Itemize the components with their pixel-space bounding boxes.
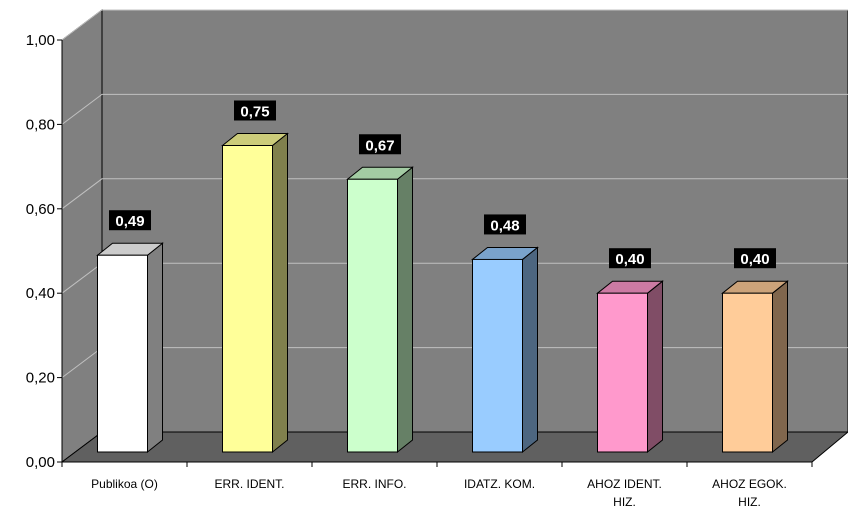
bar-front — [722, 292, 773, 453]
x-tick-label-line: HIZ. — [738, 495, 761, 509]
data-label: 0,48 — [484, 214, 526, 235]
bar — [221, 132, 289, 454]
data-label-text: 0,48 — [490, 217, 519, 234]
data-label-bg — [484, 214, 526, 235]
x-tick-label-line: IDATZ. KOM. — [464, 477, 535, 491]
data-label: 0,40 — [609, 248, 651, 269]
x-tick-label: ERR. INFO. — [342, 477, 406, 491]
y-tick-label: 0,20 — [26, 370, 55, 387]
x-tick-label-line: HIZ. — [613, 495, 636, 509]
data-label-bg — [359, 134, 401, 155]
x-tick-label: AHOZ EGOK. HIZ. — [712, 477, 787, 509]
data-label-bg — [609, 248, 651, 269]
x-tick-label-line: ERR. INFO. — [342, 477, 406, 491]
data-label: 0,49 — [109, 210, 151, 231]
x-tick-label-line: ERR. IDENT. — [214, 477, 284, 491]
data-label-text: 0,40 — [740, 251, 769, 268]
gridline — [61, 93, 848, 125]
y-tick-label: 1,00 — [26, 32, 55, 49]
bar-side — [647, 280, 663, 454]
y-axis: 0,00 0,20 0,40 0,60 0,80 1,00 — [26, 32, 813, 471]
bar-front — [472, 258, 523, 453]
data-label: 0,40 — [734, 248, 776, 269]
x-tick-label: ERR. IDENT. — [214, 477, 284, 491]
x-tick-label-line: AHOZ IDENT. — [587, 477, 662, 491]
bar — [346, 166, 414, 454]
bar-side — [272, 132, 288, 454]
x-tick-label-line: AHOZ EGOK. — [712, 477, 787, 491]
bar-side — [147, 242, 163, 454]
x-tick-label-line: Publikoa (O) — [91, 477, 158, 491]
bar-front — [347, 178, 398, 453]
gridline — [61, 9, 848, 41]
data-label-bg — [234, 100, 276, 121]
bar-front — [222, 145, 273, 453]
y-tick-label: 0,60 — [26, 201, 55, 218]
data-label: 0,75 — [234, 100, 276, 121]
bar-side — [522, 246, 538, 454]
data-label-bg — [734, 248, 776, 269]
data-label-text: 0,40 — [615, 251, 644, 268]
y-tick-label: 0,40 — [26, 285, 55, 302]
y-tick-label: 0,80 — [26, 116, 55, 133]
x-axis-labels: Publikoa (O) ERR. IDENT. ERR. INFO. IDATZ. … — [91, 477, 787, 509]
bars — [96, 132, 789, 454]
data-label-text: 0,75 — [240, 104, 269, 121]
x-tick-label: IDATZ. KOM. — [464, 477, 535, 491]
data-labels: 0,49 0,75 0,67 0,48 0,40 0,40 — [109, 100, 776, 269]
bar — [721, 280, 789, 454]
bar — [471, 246, 539, 454]
x-tick-label: AHOZ IDENT. HIZ. — [587, 477, 662, 509]
bar-side — [397, 166, 413, 454]
data-label-text: 0,67 — [365, 137, 394, 154]
bar-front — [597, 292, 648, 453]
gridline — [61, 178, 848, 210]
data-label: 0,67 — [359, 134, 401, 155]
side-wall — [61, 9, 103, 463]
x-tick-label: Publikoa (O) — [91, 477, 158, 491]
bar-front — [97, 254, 148, 453]
y-tick-label: 0,00 — [26, 454, 55, 471]
bar-side — [772, 280, 788, 454]
bar — [96, 242, 164, 454]
bar — [596, 280, 664, 454]
data-label-text: 0,49 — [115, 213, 144, 230]
data-label-bg — [109, 210, 151, 231]
